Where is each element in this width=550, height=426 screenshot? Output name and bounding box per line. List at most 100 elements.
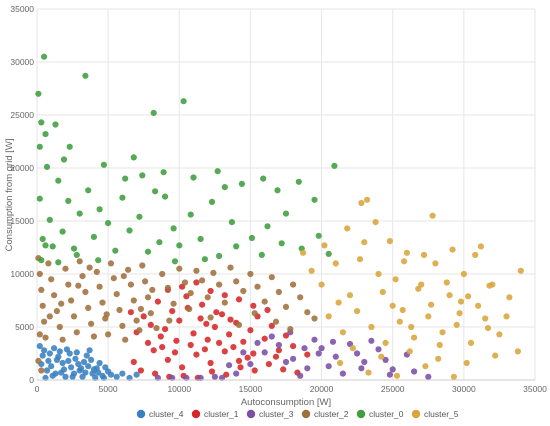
data-point[interactable] [233,370,240,377]
data-point[interactable] [140,313,147,320]
data-point[interactable] [361,239,368,246]
data-point[interactable] [193,267,200,274]
data-point[interactable] [46,350,53,357]
data-point[interactable] [85,304,92,311]
data-point[interactable] [290,343,297,350]
data-point[interactable] [332,353,339,360]
data-point[interactable] [251,310,258,317]
data-point[interactable] [268,333,275,340]
data-point[interactable] [325,363,332,370]
data-point[interactable] [127,281,134,288]
data-point[interactable] [36,343,43,350]
data-point[interactable] [73,349,80,356]
data-point[interactable] [59,228,66,235]
data-point[interactable] [119,194,126,201]
data-point[interactable] [52,370,59,377]
data-point[interactable] [382,339,389,346]
data-point[interactable] [137,367,144,374]
data-point[interactable] [443,279,450,286]
data-point[interactable] [272,318,280,325]
data-point[interactable] [162,193,169,200]
data-point[interactable] [492,352,499,359]
data-point[interactable] [48,276,55,283]
data-point[interactable] [207,359,214,367]
data-point[interactable] [51,292,58,299]
data-point[interactable] [154,298,161,305]
data-point[interactable] [180,98,187,105]
data-point[interactable] [282,303,290,310]
data-point[interactable] [399,306,406,314]
data-point[interactable] [411,368,418,375]
data-point[interactable] [261,349,268,356]
data-point[interactable] [411,334,418,341]
data-point[interactable] [429,212,436,219]
data-point[interactable] [179,364,186,371]
data-point[interactable] [154,374,161,381]
data-point[interactable] [354,308,361,315]
data-point[interactable] [102,364,109,371]
data-point[interactable] [223,371,230,378]
data-point[interactable] [477,243,484,250]
data-point[interactable] [460,270,467,278]
data-point[interactable] [304,309,311,316]
data-point[interactable] [344,225,351,232]
data-point[interactable] [142,278,149,285]
data-point[interactable] [73,329,80,336]
data-point[interactable] [244,354,251,361]
data-point[interactable] [88,320,95,327]
data-point[interactable] [214,168,221,175]
data-point[interactable] [65,357,72,364]
data-point[interactable] [147,310,154,317]
data-point[interactable] [275,288,282,296]
data-point[interactable] [75,282,82,289]
data-point[interactable] [247,270,254,278]
data-point[interactable] [349,345,356,352]
data-point[interactable] [127,309,134,316]
data-point[interactable] [133,317,140,324]
data-point[interactable] [46,216,53,223]
data-point[interactable] [375,346,382,353]
data-point[interactable] [59,336,66,343]
data-point[interactable] [36,270,43,278]
data-point[interactable] [221,292,228,299]
data-point[interactable] [218,374,226,381]
data-point[interactable] [187,341,194,349]
data-point[interactable] [66,350,73,357]
data-point[interactable] [130,297,137,304]
data-point[interactable] [408,323,415,331]
data-point[interactable] [197,235,204,243]
data-point[interactable] [90,333,97,340]
data-point[interactable] [125,266,132,273]
data-point[interactable] [248,234,255,242]
data-point[interactable] [216,339,223,346]
data-point[interactable] [197,315,204,322]
data-point[interactable] [425,313,432,320]
data-point[interactable] [95,369,102,376]
data-point[interactable] [170,300,177,307]
data-point[interactable] [415,285,422,292]
data-point[interactable] [56,323,63,331]
data-point[interactable] [105,331,112,338]
data-point[interactable] [304,351,311,358]
data-point[interactable] [60,156,68,163]
data-point[interactable] [250,302,257,309]
data-point[interactable] [211,323,218,331]
data-point[interactable] [264,223,271,230]
data-point[interactable] [329,338,337,345]
data-point[interactable] [58,300,65,307]
data-point[interactable] [432,260,439,267]
data-point[interactable] [73,251,80,258]
data-point[interactable] [272,353,280,360]
data-point[interactable] [82,288,89,296]
data-point[interactable] [486,282,493,289]
data-point[interactable] [297,372,304,379]
data-point[interactable] [201,346,208,353]
data-point[interactable] [358,365,365,372]
data-point[interactable] [39,302,46,309]
data-point[interactable] [153,325,160,332]
data-point[interactable] [197,374,204,381]
data-point[interactable] [311,336,318,343]
data-point[interactable] [218,311,226,318]
data-point[interactable] [86,347,93,354]
data-point[interactable] [332,260,339,267]
